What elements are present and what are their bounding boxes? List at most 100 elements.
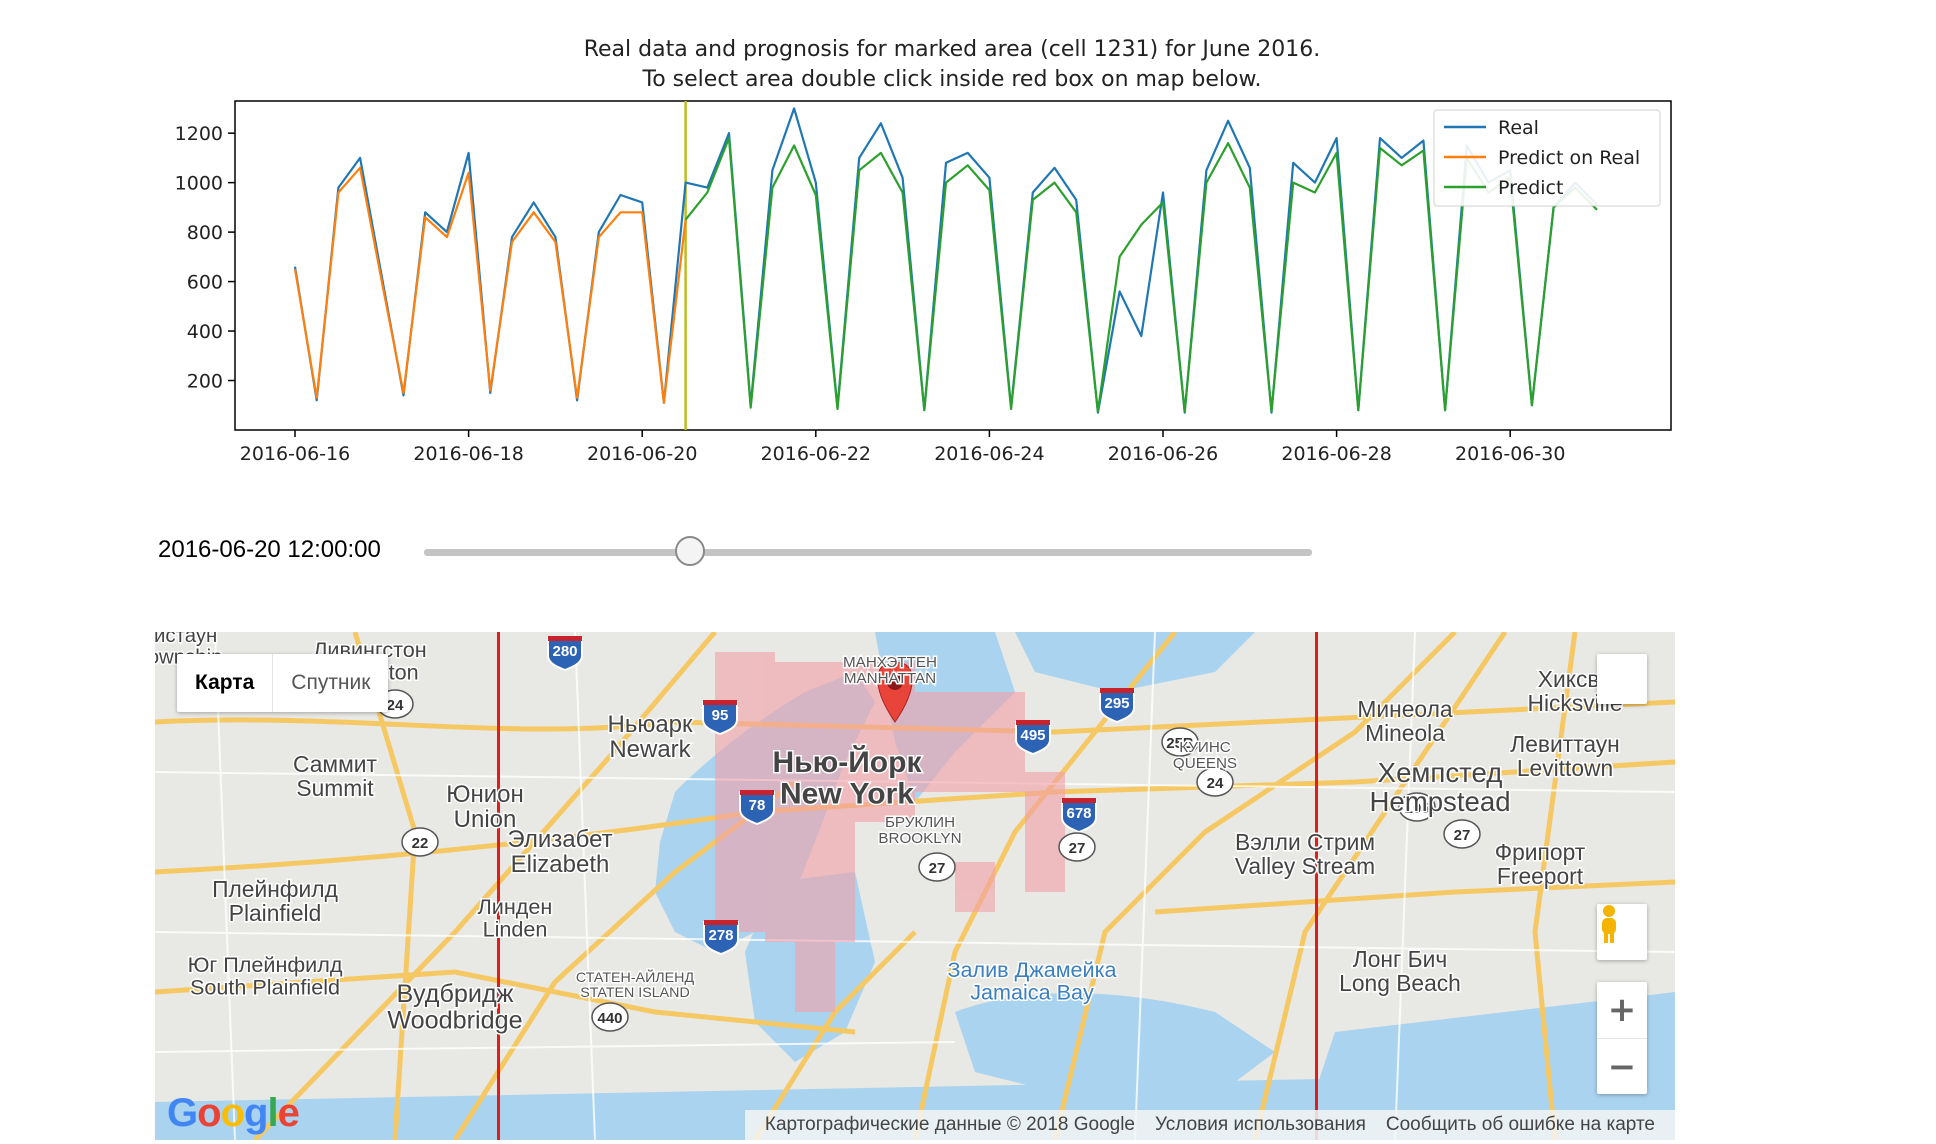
x-tick-label: 2016-06-16 bbox=[240, 443, 350, 465]
zoom-out-button[interactable]: − bbox=[1607, 1047, 1637, 1087]
map-label-hempstead-ru: Хемпстед bbox=[1378, 757, 1503, 788]
map[interactable]: 280 95 78 278 495 295 678 24 22 27 27 27 25B 24 105 440… bbox=[155, 632, 1675, 1140]
shield-label: 27 bbox=[1069, 840, 1086, 857]
map-label-elizabeth-en: Elizabeth bbox=[511, 851, 610, 878]
chart-title-line1: Real data and prognosis for marked area … bbox=[584, 37, 1321, 62]
map-type-map-button[interactable]: Карта bbox=[177, 654, 274, 712]
map-label-levittown-ru: Левиттаун bbox=[1510, 731, 1620, 757]
water-jamaica-bay bbox=[955, 993, 1275, 1092]
shield-label: 24 bbox=[1207, 775, 1224, 792]
map-label-plainfield-en: Plainfield bbox=[229, 900, 322, 926]
water-south-shore bbox=[1315, 992, 1675, 1092]
x-tick-label: 2016-06-26 bbox=[1108, 443, 1218, 465]
plot-area bbox=[234, 100, 1672, 431]
series-lines bbox=[293, 101, 1598, 430]
map-label-mineola-ru: Минеола bbox=[1357, 696, 1452, 722]
interstate-shield-band bbox=[704, 920, 738, 925]
selection-right-line bbox=[1315, 632, 1318, 1140]
water-sound bbox=[1015, 632, 1255, 692]
zoom-in-button[interactable]: + bbox=[1597, 982, 1647, 1039]
map-type-control: Карта Спутник bbox=[177, 654, 389, 712]
map-label-elizabeth-ru: Элизабет bbox=[507, 826, 612, 853]
map-label-woodbridge-en: Woodbridge bbox=[387, 1006, 522, 1034]
interstate-shield-icon bbox=[739, 791, 775, 826]
map-label-jamaicabay-en: Jamaica Bay bbox=[970, 980, 1094, 1005]
map-label-hempstead-en: Hempstead bbox=[1369, 786, 1510, 817]
shield-label: 295 bbox=[1104, 695, 1129, 712]
map-label-plainfield-ru: Плейнфилд bbox=[212, 876, 338, 902]
x-tick-label: 2016-06-22 bbox=[761, 443, 871, 465]
map-label-morristown-ru: ристаун bbox=[155, 632, 217, 647]
map-label-southplainfield-ru: Юг Плейнфилд bbox=[188, 952, 343, 977]
route-shield-icon bbox=[401, 827, 439, 857]
shield-label: 678 bbox=[1066, 805, 1091, 822]
terms-link[interactable]: Условия использования bbox=[1155, 1114, 1366, 1135]
google-logo-letter: e bbox=[277, 1091, 300, 1135]
fullscreen-button[interactable] bbox=[1597, 654, 1647, 704]
map-label-longbeach-en: Long Beach bbox=[1339, 970, 1461, 996]
chart-title-line2: To select area double click inside red b… bbox=[642, 67, 1262, 92]
interstate-shield-icon bbox=[547, 637, 583, 672]
chart: Real data and prognosis for marked area … bbox=[175, 37, 1672, 465]
interstate-shield-band bbox=[740, 790, 774, 795]
series-line-real bbox=[293, 107, 1598, 414]
interstate-shield-icon bbox=[1099, 689, 1135, 724]
map-label-manhattan-ru: МАНХЭТТЕН bbox=[843, 654, 937, 671]
route-shield-icon bbox=[591, 1002, 629, 1032]
map-label-queens-ru: КУИНС bbox=[1179, 739, 1231, 756]
map-label-freeport-en: Freeport bbox=[1497, 863, 1584, 889]
slider-track[interactable] bbox=[424, 549, 1312, 556]
x-tick-label: 2016-06-30 bbox=[1455, 443, 1565, 465]
map-label-queens-en: QUEENS bbox=[1173, 755, 1237, 772]
map-label-brooklyn-en: BROOKLYN bbox=[878, 830, 961, 847]
interstate-shield-band bbox=[548, 636, 582, 641]
y-axis: 200 400 600 800 1000 1200 bbox=[175, 123, 235, 393]
shield-label: 105 bbox=[1404, 800, 1429, 817]
major-roads bbox=[155, 632, 1675, 1140]
map-label-union-ru: Юнион bbox=[446, 781, 524, 808]
map-label-freeport-ru: Фрипорт bbox=[1495, 839, 1586, 865]
zoom-control: + − bbox=[1597, 982, 1647, 1094]
interstate-shield-band bbox=[1062, 798, 1096, 803]
route-shield-icon bbox=[1196, 767, 1234, 797]
y-tick-label: 400 bbox=[187, 321, 223, 343]
map-label-newark-ru: Ньюарк bbox=[607, 711, 693, 738]
legend-label: Predict bbox=[1498, 177, 1563, 199]
interstate-shield-icon bbox=[1061, 799, 1097, 834]
map-label-levittown-en: Levittown bbox=[1517, 755, 1613, 781]
pegman-icon bbox=[1602, 905, 1616, 943]
series-line-predict bbox=[684, 137, 1598, 413]
x-tick-label: 2016-06-20 bbox=[587, 443, 697, 465]
map-label-manhattan-en: MANHATTAN bbox=[844, 670, 936, 687]
shield-label: 440 bbox=[597, 1010, 622, 1027]
map-label-valleystream-en: Valley Stream bbox=[1235, 853, 1375, 879]
interstate-shield-icon bbox=[702, 701, 738, 736]
x-axis: 2016-06-16 2016-06-18 2016-06-20 2016-06-22… bbox=[240, 430, 1565, 465]
x-tick-label: 2016-06-28 bbox=[1281, 443, 1391, 465]
map-type-satellite-button[interactable]: Спутник bbox=[291, 671, 371, 694]
report-error-link[interactable]: Сообщить об ошибке на карте bbox=[1385, 1114, 1655, 1135]
time-slider-row: 2016-06-20 12:00:00 bbox=[158, 530, 1318, 574]
map-label-statenisland-ru: СТАТЕН-АЙЛЕНД bbox=[576, 968, 695, 986]
y-tick-label: 1000 bbox=[175, 173, 223, 195]
slider-thumb[interactable] bbox=[675, 536, 706, 566]
shield-label: 27 bbox=[929, 860, 946, 877]
shield-label: 22 bbox=[412, 835, 429, 852]
route-shield-icon bbox=[1398, 792, 1436, 822]
y-tick-label: 200 bbox=[187, 371, 223, 393]
shield-label: 278 bbox=[708, 927, 733, 944]
shield-label: 78 bbox=[749, 797, 766, 814]
map-label-brooklyn-ru: БРУКЛИН bbox=[885, 814, 955, 831]
shield-label: 24 bbox=[387, 697, 404, 714]
shield-label: 27 bbox=[1454, 827, 1471, 844]
map-label-newyork-ru: Нью-Йорк bbox=[773, 745, 923, 779]
shield-label: 25B bbox=[1166, 735, 1194, 752]
route-shield-icon bbox=[918, 852, 956, 882]
map-label-newyork-en: New York bbox=[780, 778, 914, 811]
map-attribution: Картографические данные © 2018 Google Ус… bbox=[744, 1110, 1675, 1140]
legend-label: Real bbox=[1498, 117, 1539, 139]
street-view-button[interactable] bbox=[1597, 904, 1647, 960]
map-label-longbeach-ru: Лонг Бич bbox=[1353, 946, 1447, 972]
map-pin-icon[interactable] bbox=[877, 661, 913, 723]
map-label-mineola-en: Mineola bbox=[1365, 720, 1445, 746]
